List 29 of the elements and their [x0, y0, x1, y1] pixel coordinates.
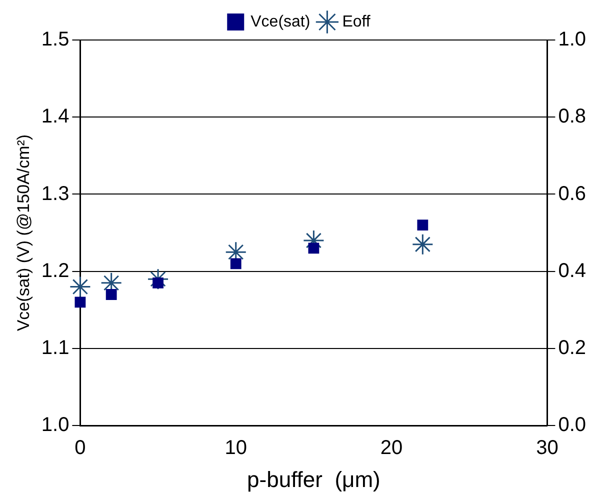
point [147, 268, 169, 290]
legend-label: Vce(sat) [250, 13, 310, 30]
y-tick-label: 1.1 [41, 336, 70, 359]
y2-tick-label: 0.4 [558, 260, 586, 282]
point [230, 258, 242, 270]
y-tick-label: 1.3 [41, 182, 70, 205]
point [106, 289, 117, 300]
y2-tick-label: 1.0 [558, 28, 586, 51]
y-axis-title: Vce(sat) (V) (@150A/cm²) [14, 134, 33, 332]
point [69, 276, 91, 298]
x-tick-label: 20 [380, 437, 403, 460]
y2-tick-label: 0.6 [558, 182, 586, 205]
x-tick-label: 0 [74, 437, 86, 460]
x-tick-label: 10 [224, 437, 247, 460]
point [308, 242, 320, 254]
point [417, 220, 428, 231]
y-tick-label: 1.0 [41, 414, 70, 436]
y2-tick-label: 0.2 [558, 336, 586, 359]
x-tick-label: 30 [536, 437, 558, 460]
y-tick-label: 1.4 [41, 106, 70, 128]
y2-tick-label: 0.8 [558, 106, 586, 128]
y-tick-label: 1.2 [41, 260, 70, 282]
x-axis-title: p-buffer (μm) [247, 466, 380, 492]
point [74, 296, 86, 308]
legend-label: Eoff [342, 13, 371, 30]
point [152, 277, 164, 288]
point [412, 234, 434, 256]
y-tick-label: 1.5 [41, 28, 70, 51]
y2-tick-label: 0.0 [558, 414, 586, 436]
